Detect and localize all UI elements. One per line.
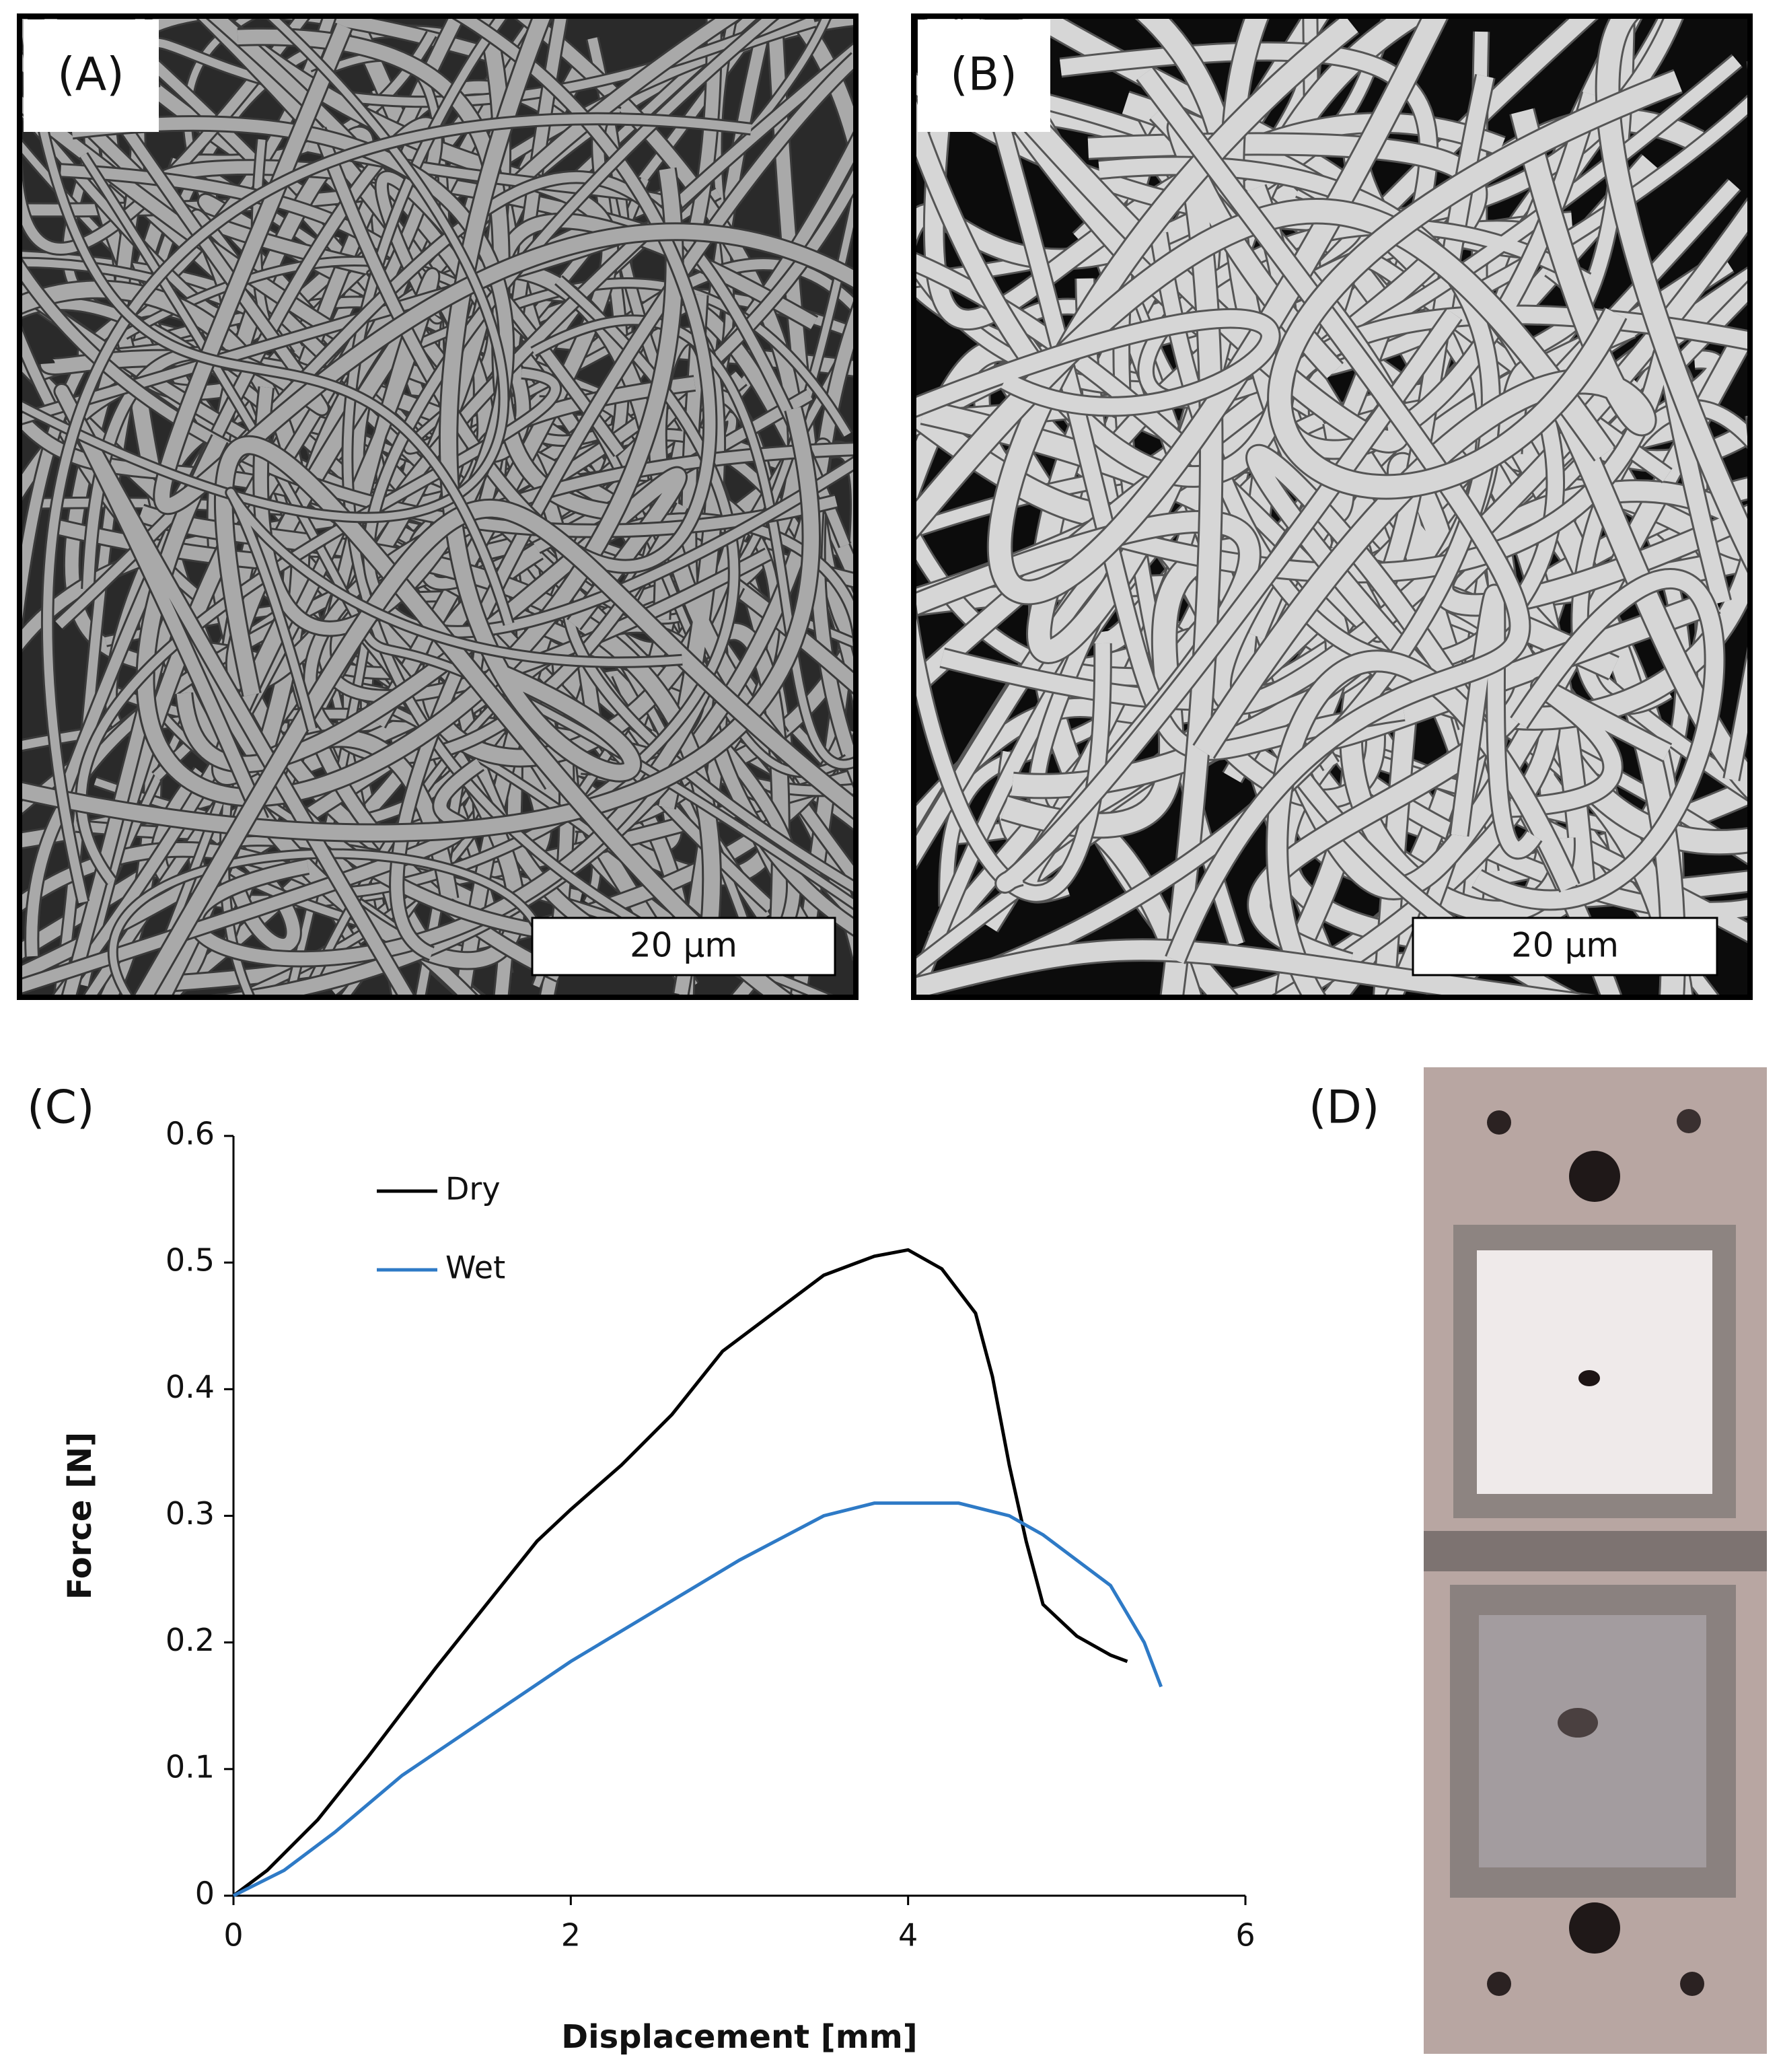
fiber	[42, 114, 752, 904]
frame-a	[17, 13, 859, 1000]
y-tick-label: 0.2	[166, 1622, 215, 1658]
puncture	[1578, 1370, 1600, 1386]
data-line	[232, 1501, 1163, 1898]
data-line	[232, 1248, 1128, 1897]
fibers-a	[20, 16, 856, 997]
y-tick-label: 0.6	[166, 1116, 215, 1152]
fiber	[134, 500, 856, 997]
hole	[1487, 1110, 1511, 1135]
panel-label: (A)	[57, 48, 124, 102]
y-tick-label: 0.4	[166, 1369, 215, 1405]
panel-label: (D)	[1309, 1081, 1379, 1135]
membrane	[1479, 1615, 1706, 1867]
y-tick-label: 0.1	[166, 1748, 215, 1785]
y-tick-label: 0.3	[166, 1495, 215, 1532]
fiber	[1511, 678, 1671, 816]
x-tick-label: 0	[223, 1917, 243, 1954]
label-box-b	[918, 20, 1050, 132]
fiber	[1597, 16, 1750, 574]
panel-label: (C)	[27, 1081, 95, 1135]
x-axis-title: Displacement [mm]	[561, 2018, 917, 2056]
fiber	[77, 368, 560, 884]
scale-bar-label: 20 µm	[1511, 926, 1619, 965]
fiber	[914, 200, 1614, 540]
x-tick-label: 2	[561, 1917, 581, 1954]
fiber	[1137, 68, 1529, 964]
legend-label: Dry	[445, 1171, 501, 1207]
fiber	[1472, 570, 1724, 909]
fiber	[441, 16, 641, 781]
photo-d	[1424, 1067, 1767, 2054]
fiber	[1269, 71, 1682, 498]
fiber	[109, 850, 547, 997]
scale-bar-box	[531, 917, 836, 976]
gap	[1424, 1531, 1767, 1571]
legend-label: Wet	[445, 1250, 505, 1286]
x-tick-label: 6	[1235, 1917, 1255, 1954]
scale-bar-box	[1412, 917, 1718, 976]
y-tick-label: 0.5	[166, 1242, 215, 1279]
fiber	[1432, 481, 1750, 615]
hole	[1569, 1151, 1620, 1202]
fiber	[996, 309, 1461, 892]
fiber	[190, 32, 490, 369]
puncture	[1558, 1708, 1598, 1738]
fiber	[227, 489, 683, 731]
fiber	[55, 385, 414, 997]
fibers-b	[914, 16, 1750, 997]
scale-bar-label: 20 µm	[630, 926, 737, 965]
hole	[1677, 1109, 1701, 1133]
panel-label: (B)	[950, 48, 1017, 102]
fiber	[391, 53, 856, 960]
x-tick-label: 4	[898, 1917, 918, 1954]
hole	[1680, 1972, 1704, 1996]
fiber	[20, 16, 513, 626]
y-tick-label: 0	[195, 1875, 215, 1912]
hole	[1569, 1902, 1620, 1954]
fiber	[343, 16, 659, 936]
fiber	[811, 299, 856, 789]
fiber	[20, 406, 819, 841]
y-axis-title: Force [N]	[61, 1432, 99, 1600]
fiber	[20, 16, 310, 254]
fiber	[914, 310, 1279, 417]
label-box-a	[24, 20, 159, 132]
hole	[1487, 1972, 1511, 1996]
frame-b	[911, 13, 1753, 1000]
